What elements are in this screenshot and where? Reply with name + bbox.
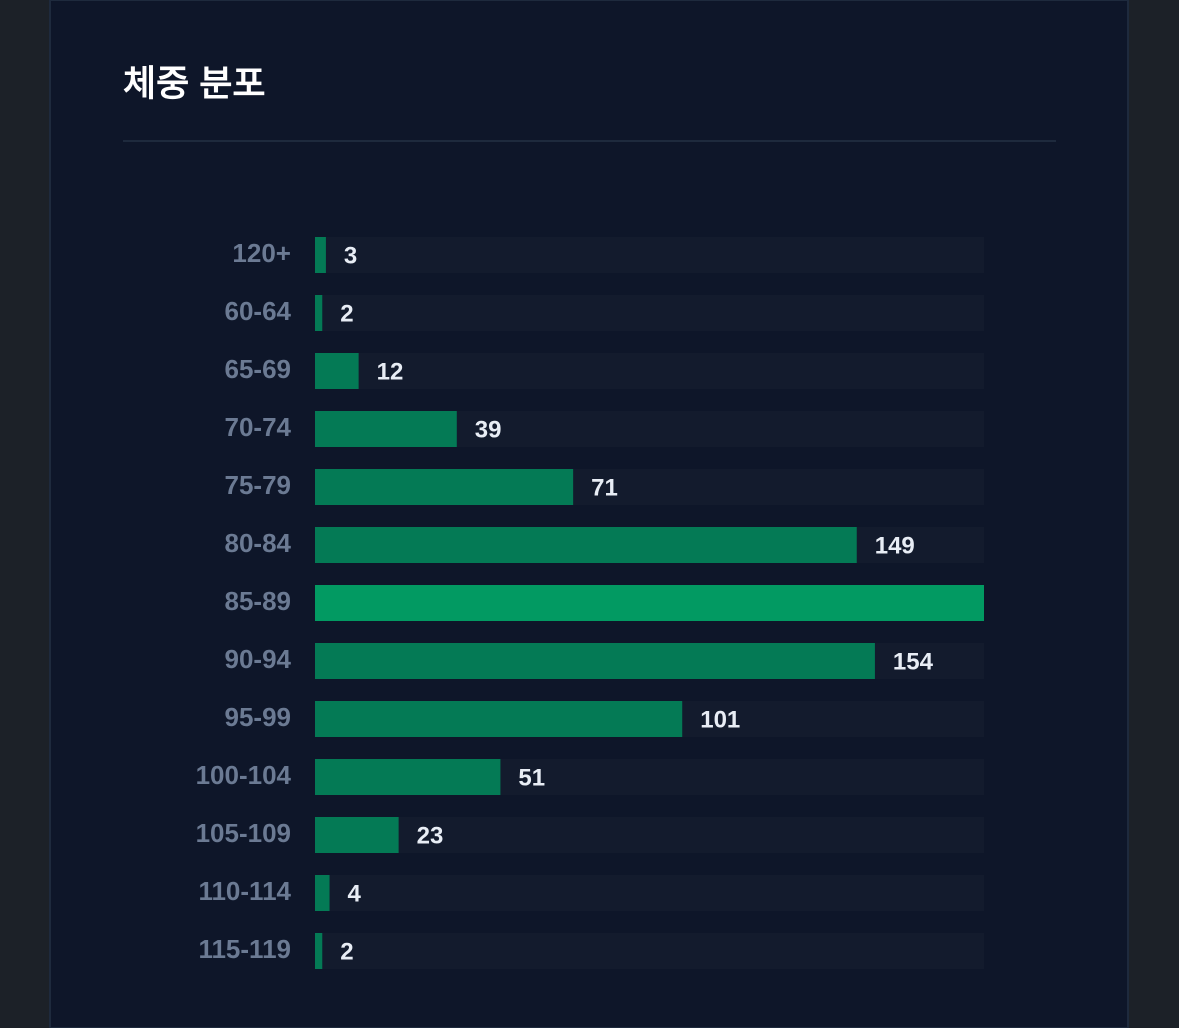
category-label: 105-109 <box>196 818 291 848</box>
bar <box>315 469 574 505</box>
bar-track <box>315 237 984 273</box>
bar-track <box>315 817 984 853</box>
value-label: 12 <box>377 358 404 385</box>
category-label: 60-64 <box>225 296 292 326</box>
value-label: 39 <box>475 416 502 443</box>
category-label: 90-94 <box>225 644 292 674</box>
bar <box>315 237 326 273</box>
bar-track <box>315 875 984 911</box>
chart-title: 체중 분포 <box>123 63 265 104</box>
value-label: 23 <box>417 822 444 849</box>
category-label: 80-84 <box>225 528 292 558</box>
category-label: 110-114 <box>198 876 291 906</box>
value-label: 101 <box>700 706 740 733</box>
value-label: 2 <box>340 300 353 327</box>
value-label: 71 <box>591 474 618 501</box>
bar <box>315 817 399 853</box>
bar-track <box>315 353 984 389</box>
bar <box>315 295 323 331</box>
bar-track <box>315 933 984 969</box>
value-label: 149 <box>875 532 915 559</box>
value-label: 2 <box>340 938 353 965</box>
bar-track <box>315 295 984 331</box>
bar <box>315 701 683 737</box>
bar <box>315 933 323 969</box>
value-label: 51 <box>518 764 545 791</box>
category-label: 70-74 <box>225 412 292 442</box>
category-label: 75-79 <box>225 470 292 500</box>
category-label: 115-119 <box>198 934 291 964</box>
panel <box>49 0 1129 1028</box>
bar <box>315 759 501 795</box>
bar <box>315 411 457 447</box>
category-label: 95-99 <box>225 702 292 732</box>
value-label: 4 <box>348 880 362 907</box>
value-label: 3 <box>344 242 357 269</box>
bar <box>315 643 875 679</box>
bar <box>315 875 330 911</box>
bar <box>315 585 984 621</box>
category-label: 65-69 <box>225 354 292 384</box>
category-label: 120+ <box>232 238 291 268</box>
bar <box>315 353 359 389</box>
value-label: 154 <box>893 648 934 675</box>
bar <box>315 527 857 563</box>
category-label: 85-89 <box>225 586 292 616</box>
category-label: 100-104 <box>196 760 292 790</box>
